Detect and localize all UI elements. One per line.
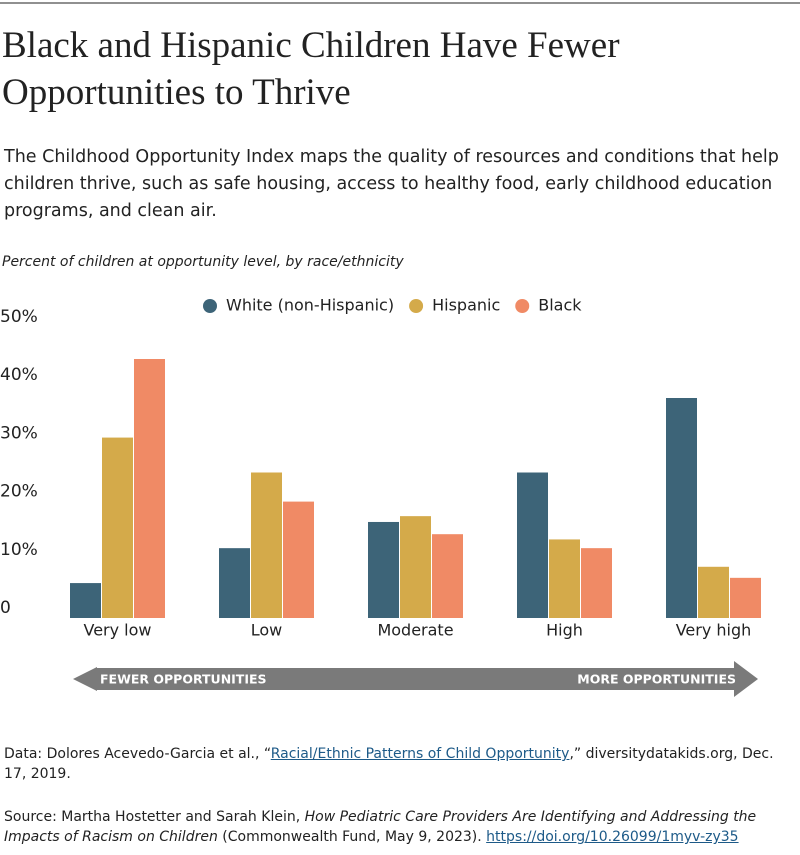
source-note: Source: Martha Hostetter and Sarah Klein…: [4, 807, 794, 847]
bar: [517, 472, 548, 618]
legend-marker: [409, 299, 424, 313]
y-tick-label: 20%: [0, 482, 38, 502]
bar: [400, 516, 431, 618]
y-tick-label: 30%: [0, 423, 38, 443]
legend-marker: [515, 299, 530, 313]
arrow-left-label: FEWER OPPORTUNITIES: [100, 672, 267, 687]
note-text: Source: Martha Hostetter and Sarah Klein…: [4, 809, 305, 825]
y-tick-label: 40%: [0, 365, 38, 385]
chart-subtitle: The Childhood Opportunity Index maps the…: [4, 147, 779, 221]
legend-label: Hispanic: [432, 296, 500, 315]
legend-label: Black: [538, 296, 582, 315]
bar: [70, 583, 101, 618]
bar: [283, 501, 314, 618]
legend-label: White (non-Hispanic): [226, 296, 394, 315]
bar: [102, 437, 133, 618]
bar: [219, 548, 250, 618]
data-note: Data: Dolores Acevedo-Garcia et al., “Ra…: [4, 744, 794, 784]
y-axis-label: Percent of children at opportunity level…: [2, 254, 404, 270]
bar: [432, 534, 463, 618]
bar: [730, 577, 761, 618]
note-text: ,” diversitydatakids.org, Dec. 17, 2019.: [4, 746, 774, 782]
note-link[interactable]: Racial/Ethnic Patterns of Child Opportun…: [270, 746, 570, 762]
y-tick-label: 10%: [0, 540, 38, 560]
note-link[interactable]: https://doi.org/10.26099/1myv-zy35: [486, 829, 739, 845]
bar: [549, 539, 580, 618]
x-tick-label: Low: [251, 621, 283, 640]
opportunity-arrow: [73, 661, 758, 697]
note-text: (Commonwealth Fund, May 9, 2023).: [217, 829, 487, 845]
bar: [134, 359, 165, 618]
y-tick-label: 50%: [0, 307, 38, 327]
bar: [698, 566, 729, 618]
chart-title: Black and Hispanic Children Have Fewer O…: [2, 25, 620, 113]
note-text: Data: Dolores Acevedo-Garcia et al., “: [4, 746, 271, 762]
x-tick-label: Very high: [676, 621, 752, 640]
bar: [666, 398, 697, 618]
y-tick-label: 0: [0, 598, 11, 618]
x-tick-label: High: [546, 621, 583, 640]
x-tick-label: Very low: [84, 621, 152, 640]
note-title: How Pediatric Care Providers Are Identif…: [4, 809, 757, 845]
bar: [581, 548, 612, 618]
bar: [368, 521, 399, 618]
x-tick-label: Moderate: [377, 621, 453, 640]
arrow-right-label: MORE OPPORTUNITIES: [577, 672, 736, 687]
bar: [251, 472, 282, 618]
legend-marker: [203, 299, 217, 313]
